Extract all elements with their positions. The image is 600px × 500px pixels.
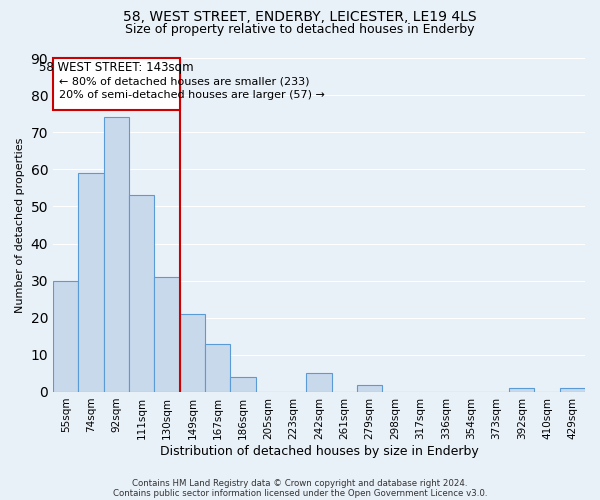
Bar	[560, 388, 585, 392]
Text: 58, WEST STREET, ENDERBY, LEICESTER, LE19 4LS: 58, WEST STREET, ENDERBY, LEICESTER, LE1…	[123, 10, 477, 24]
Bar	[104, 118, 129, 392]
Bar	[509, 388, 535, 392]
Bar	[79, 173, 104, 392]
Text: ← 80% of detached houses are smaller (233): ← 80% of detached houses are smaller (23…	[59, 77, 310, 87]
Bar	[179, 314, 205, 392]
Bar	[230, 377, 256, 392]
Bar	[53, 280, 79, 392]
Text: 58 WEST STREET: 143sqm: 58 WEST STREET: 143sqm	[39, 60, 194, 74]
Bar	[205, 344, 230, 392]
Bar	[307, 374, 332, 392]
X-axis label: Distribution of detached houses by size in Enderby: Distribution of detached houses by size …	[160, 444, 478, 458]
Text: Contains public sector information licensed under the Open Government Licence v3: Contains public sector information licen…	[113, 488, 487, 498]
Y-axis label: Number of detached properties: Number of detached properties	[15, 138, 25, 312]
Bar	[129, 196, 154, 392]
Text: Size of property relative to detached houses in Enderby: Size of property relative to detached ho…	[125, 22, 475, 36]
Bar	[357, 384, 382, 392]
Bar	[154, 277, 179, 392]
Text: Contains HM Land Registry data © Crown copyright and database right 2024.: Contains HM Land Registry data © Crown c…	[132, 478, 468, 488]
Text: 20% of semi-detached houses are larger (57) →: 20% of semi-detached houses are larger (…	[59, 90, 325, 101]
